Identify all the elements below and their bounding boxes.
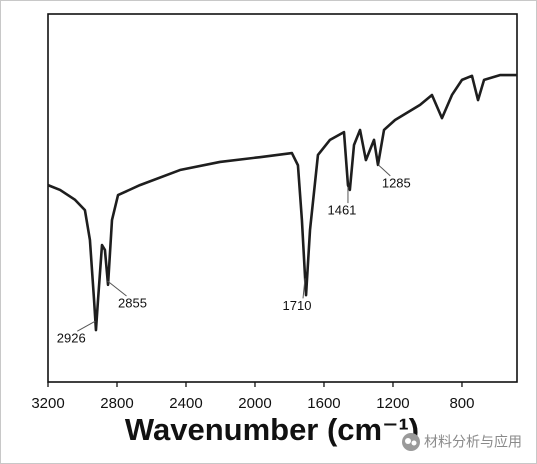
plot-frame	[47, 13, 518, 383]
annotation-leader	[77, 320, 96, 332]
x-tick-label: 800	[449, 395, 474, 412]
watermark-icon-dot	[405, 438, 411, 444]
x-tick-label: 3200	[31, 395, 64, 412]
annotation-label: 2926	[57, 331, 86, 346]
x-tick-label: 1200	[376, 395, 409, 412]
x-tick-label: 2000	[238, 395, 271, 412]
x-axis-label: Wavenumber (cm⁻¹)	[125, 412, 419, 447]
x-tick-label: 1600	[307, 395, 340, 412]
watermark-text: 材料分析与应用	[424, 434, 522, 450]
x-tick-label: 2800	[100, 395, 133, 412]
annotation-leader	[302, 278, 306, 299]
annotation-label: 1285	[382, 175, 411, 190]
watermark-icon	[402, 433, 420, 451]
annotation-label: 1710	[283, 298, 312, 313]
spectrum-line	[47, 73, 517, 332]
watermark-icon-dot	[411, 440, 417, 446]
annotation-leader	[377, 164, 391, 177]
annotation-leader	[107, 280, 127, 297]
watermark: 材料分析与应用	[402, 433, 522, 451]
annotation-label: 2855	[118, 295, 147, 310]
annotation-label: 1461	[327, 203, 356, 218]
x-tick-label: 2400	[169, 395, 202, 412]
